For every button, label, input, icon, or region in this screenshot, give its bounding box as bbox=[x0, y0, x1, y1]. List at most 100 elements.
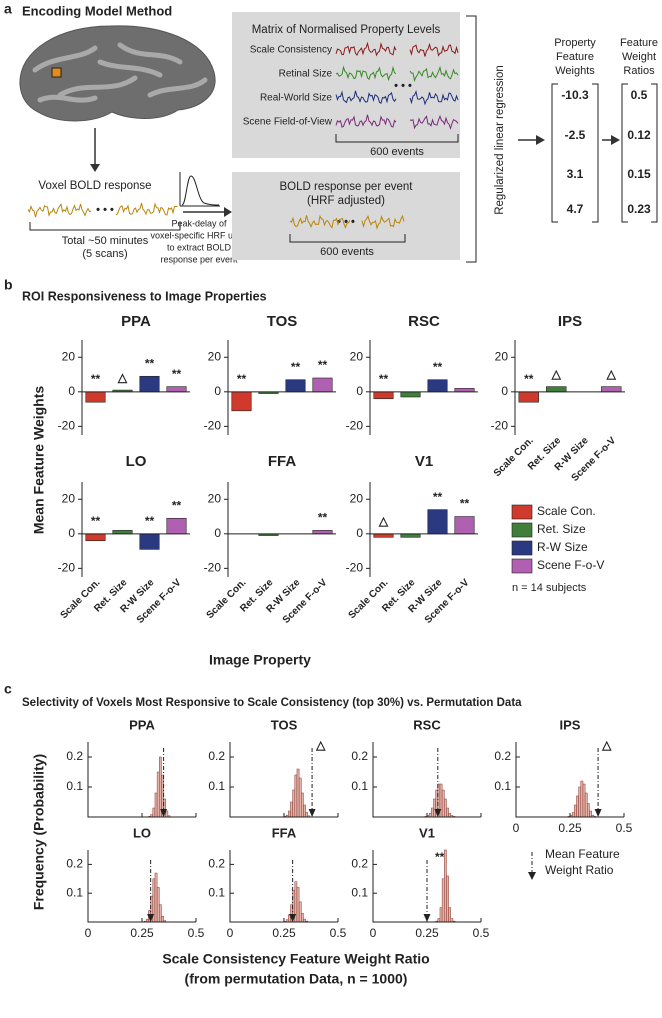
significance: ** bbox=[145, 514, 155, 528]
y-tick-label: 0.2 bbox=[208, 857, 225, 871]
histogram-bar bbox=[152, 807, 156, 818]
event-count: 600 events bbox=[320, 246, 374, 258]
y-tick-label: 0.1 bbox=[66, 779, 83, 793]
legend-label: Scale Con. bbox=[537, 504, 596, 518]
y-tick-label: 0.2 bbox=[66, 857, 83, 871]
chart-title: FFA bbox=[272, 825, 297, 840]
mean-arrow-head bbox=[308, 809, 316, 817]
bracket bbox=[289, 234, 406, 243]
weights-title: Feature bbox=[556, 51, 594, 63]
signal-trace bbox=[115, 202, 178, 216]
significance: ** bbox=[318, 511, 328, 525]
x-tick-label: Scale Con. bbox=[347, 577, 391, 621]
chart-title: LO bbox=[133, 825, 151, 840]
y-tick-label: -20 bbox=[58, 419, 76, 433]
histogram-bar bbox=[441, 789, 445, 818]
hrf-note: response per event bbox=[160, 254, 238, 264]
signal-trace bbox=[335, 114, 397, 128]
x-axis-label: (from permutation Data, n = 1000) bbox=[185, 971, 408, 987]
panel-title: Selectivity of Voxels Most Responsive to… bbox=[22, 697, 522, 709]
ellipsis: • • • bbox=[394, 80, 412, 92]
y-tick-label: -20 bbox=[204, 561, 222, 575]
significance: △ bbox=[601, 738, 612, 752]
histogram-bar bbox=[154, 872, 158, 923]
bar bbox=[427, 379, 448, 393]
y-tick-label: 20 bbox=[350, 491, 364, 505]
histogram-bar bbox=[580, 780, 584, 818]
ratio-value: 0.12 bbox=[627, 128, 651, 142]
histogram-bar bbox=[301, 792, 304, 818]
y-tick-label: 0.1 bbox=[351, 885, 368, 899]
ratio-value: 0.23 bbox=[627, 202, 651, 216]
histogram-bar bbox=[589, 810, 592, 818]
chart-title: PPA bbox=[121, 313, 151, 330]
bar bbox=[139, 533, 160, 550]
x-axis-label: Image Property bbox=[209, 652, 311, 668]
x-tick-label: 0 bbox=[513, 821, 520, 835]
axes bbox=[87, 850, 196, 923]
mean-arrow-head bbox=[160, 809, 168, 817]
x-tick-label: Scale Con. bbox=[205, 577, 249, 621]
chart-title: RSC bbox=[408, 313, 440, 330]
chart-title: RSC bbox=[413, 717, 441, 732]
histogram-bar bbox=[303, 804, 306, 818]
hrf-note: voxel-specific HRF used bbox=[150, 230, 247, 240]
significance: ** bbox=[91, 372, 101, 386]
y-tick-label: 0 bbox=[501, 384, 508, 398]
mean-arrow-head bbox=[594, 809, 602, 817]
chart-title: IPS bbox=[560, 717, 581, 732]
significance: △ bbox=[551, 367, 562, 381]
bracket bbox=[621, 83, 658, 223]
bracket bbox=[29, 222, 181, 231]
histogram-bar bbox=[428, 813, 432, 818]
histogram-bar bbox=[574, 804, 577, 818]
histogram-bar bbox=[439, 907, 443, 923]
histogram-bar bbox=[584, 792, 588, 818]
y-tick-label: 0.2 bbox=[351, 749, 368, 763]
histogram-bar bbox=[446, 807, 449, 818]
chart-title: LO bbox=[126, 453, 147, 470]
significance: △ bbox=[378, 514, 389, 528]
bar bbox=[312, 530, 333, 535]
y-tick-label: -20 bbox=[346, 419, 364, 433]
y-tick-label: 0 bbox=[214, 384, 221, 398]
histogram-bar bbox=[165, 810, 169, 818]
histogram-bar bbox=[587, 803, 590, 818]
signal-trace bbox=[27, 203, 92, 218]
y-tick-label: 0.1 bbox=[351, 779, 368, 793]
y-tick-label: 0.1 bbox=[208, 779, 225, 793]
y-tick-label: -20 bbox=[346, 561, 364, 575]
x-tick-label: 0.5 bbox=[188, 926, 205, 940]
bracket bbox=[551, 83, 599, 223]
significance: ** bbox=[318, 358, 328, 372]
mean-arrow-head bbox=[289, 914, 297, 922]
histogram-bar bbox=[154, 792, 158, 818]
chart-title: IPS bbox=[558, 313, 582, 330]
histogram-bar bbox=[448, 813, 452, 818]
voxel-label: Voxel BOLD response bbox=[38, 180, 151, 192]
ellipsis: • • • bbox=[96, 204, 114, 216]
histogram-bar bbox=[301, 913, 304, 923]
ratio-value: 0.15 bbox=[627, 167, 651, 181]
histogram-bar bbox=[578, 786, 582, 818]
signal-trace bbox=[409, 114, 459, 130]
y-tick-label: 20 bbox=[208, 349, 222, 363]
y-tick-label: 0 bbox=[214, 526, 221, 540]
histogram-bar bbox=[296, 887, 300, 923]
hrf-note: Peak-delay of bbox=[171, 218, 227, 228]
axes bbox=[515, 742, 624, 818]
signal-trace bbox=[409, 42, 459, 57]
y-tick-label: 0.1 bbox=[66, 885, 83, 899]
signal-trace bbox=[335, 65, 397, 82]
ratio-value: 0.5 bbox=[631, 88, 648, 102]
panel-label: c bbox=[4, 681, 12, 697]
signal-trace bbox=[409, 65, 459, 83]
y-tick-label: -20 bbox=[204, 419, 222, 433]
y-tick-label: -20 bbox=[491, 419, 509, 433]
panel-title: Encoding Model Method bbox=[22, 3, 172, 18]
x-tick-label: 0 bbox=[370, 926, 377, 940]
signal-trace bbox=[361, 214, 405, 230]
significance: ** bbox=[433, 490, 443, 504]
significance: ** bbox=[433, 360, 443, 374]
histogram-bar bbox=[156, 771, 160, 818]
